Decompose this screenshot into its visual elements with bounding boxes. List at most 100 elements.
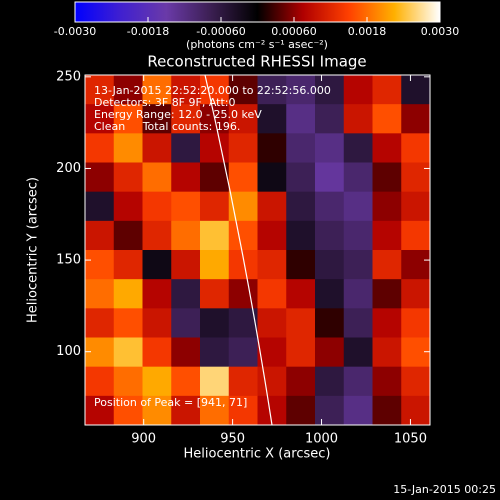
heatmap-cell [372, 250, 402, 280]
y-tick-label: 100 [56, 344, 81, 359]
heatmap-cell [113, 162, 143, 193]
colorbar-tick-label: 0.0018 [348, 25, 387, 38]
heatmap [85, 75, 431, 426]
heatmap-cell [200, 337, 230, 368]
heatmap-cell [228, 250, 258, 280]
heatmap-cell [286, 75, 316, 105]
timestamp: 15-Jan-2015 00:25 [393, 483, 496, 496]
heatmap-cell [113, 366, 143, 397]
heatmap-cell [343, 104, 373, 134]
heatmap-cell [372, 279, 402, 309]
heatmap-cell [372, 220, 402, 251]
plot-frame [84, 74, 431, 426]
heatmap-cell [257, 308, 287, 338]
heatmap-cell [113, 395, 143, 426]
heatmap-cell [401, 133, 431, 163]
heatmap-cell [257, 395, 287, 426]
annotation: Energy Range: 12.0 - 25.0 keV [94, 108, 262, 121]
colorbar [74, 1, 441, 23]
heatmap-cell [315, 366, 345, 397]
heatmap-cell [372, 133, 402, 163]
chart-title: Reconstructed RHESSI Image [147, 53, 366, 71]
heatmap-cell [372, 308, 402, 338]
heatmap-cell [171, 191, 201, 222]
heatmap-cell [372, 395, 402, 426]
heatmap-cell [343, 75, 373, 105]
heatmap-cell [343, 191, 373, 222]
heatmap-cell [85, 162, 115, 193]
heatmap-cell [343, 250, 373, 280]
solar-limb [204, 74, 273, 426]
heatmap-cell [372, 337, 402, 368]
colorbar-tick-label: 0.00060 [271, 25, 317, 38]
heatmap-cell [228, 133, 258, 163]
heatmap-cell [113, 104, 143, 134]
heatmap-cell [401, 75, 431, 105]
heatmap-cell [315, 250, 345, 280]
heatmap-cell [200, 366, 230, 397]
heatmap-cell [200, 75, 230, 105]
heatmap-cell [401, 337, 431, 368]
y-tick-label: 200 [56, 161, 81, 176]
heatmap-cell [228, 279, 258, 309]
heatmap-cell [372, 366, 402, 397]
heatmap-cell [171, 133, 201, 163]
heatmap-cell [200, 220, 230, 251]
heatmap-cell [200, 250, 230, 280]
heatmap-cell [401, 104, 431, 134]
heatmap-cell [315, 162, 345, 193]
heatmap-cell [257, 191, 287, 222]
heatmap-cell [343, 133, 373, 163]
heatmap-cell [343, 162, 373, 193]
annotation: Clean Total counts: 196. [94, 120, 240, 133]
heatmap-cell [171, 308, 201, 338]
annotation: 13-Jan-2015 22:52:20.000 to 22:52:56.000 [94, 84, 331, 97]
heatmap-cell [85, 395, 115, 426]
heatmap-cell [200, 308, 230, 338]
heatmap-cell [142, 308, 172, 338]
heatmap-cell [142, 104, 172, 134]
heatmap-cell [401, 162, 431, 193]
heatmap-cell [171, 279, 201, 309]
heatmap-cell [85, 75, 115, 105]
heatmap-cell [113, 250, 143, 280]
heatmap-cell [257, 75, 287, 105]
heatmap-cell [286, 279, 316, 309]
heatmap-cell [142, 337, 172, 368]
heatmap-cell [286, 191, 316, 222]
heatmap-cell [315, 133, 345, 163]
heatmap-cell [113, 337, 143, 368]
heatmap-cell [343, 220, 373, 251]
heatmap-cell [343, 395, 373, 426]
heatmap-cell [200, 133, 230, 163]
heatmap-cell [286, 250, 316, 280]
heatmap-cell [142, 220, 172, 251]
heatmap-cell [401, 308, 431, 338]
heatmap-cell [315, 75, 345, 105]
heatmap-cell [257, 162, 287, 193]
heatmap-cell [142, 191, 172, 222]
heatmap-cell [171, 337, 201, 368]
heatmap-cell [200, 162, 230, 193]
heatmap-cell [113, 133, 143, 163]
heatmap-cell [113, 308, 143, 338]
colorbar-tick-label: -0.0030 [54, 25, 96, 38]
heatmap-cell [343, 366, 373, 397]
y-tick-label: 250 [56, 69, 81, 84]
colorbar-label: (photons cm⁻² s⁻¹ asec⁻²) [186, 38, 328, 51]
heatmap-cell [113, 279, 143, 309]
heatmap-cell [85, 279, 115, 309]
peak-label: Position of Peak = [941, 71] [94, 396, 247, 409]
heatmap-cell [315, 104, 345, 134]
heatmap-cell [85, 220, 115, 251]
heatmap-cell [286, 395, 316, 426]
heatmap-cell [228, 220, 258, 251]
heatmap-cell [142, 250, 172, 280]
heatmap-cell [286, 220, 316, 251]
heatmap-cell [401, 279, 431, 309]
heatmap-cell [171, 104, 201, 134]
heatmap-cell [228, 162, 258, 193]
heatmap-cell [257, 220, 287, 251]
annotation: Detectors: 3F 8F 9F, Att:0 [94, 96, 236, 109]
